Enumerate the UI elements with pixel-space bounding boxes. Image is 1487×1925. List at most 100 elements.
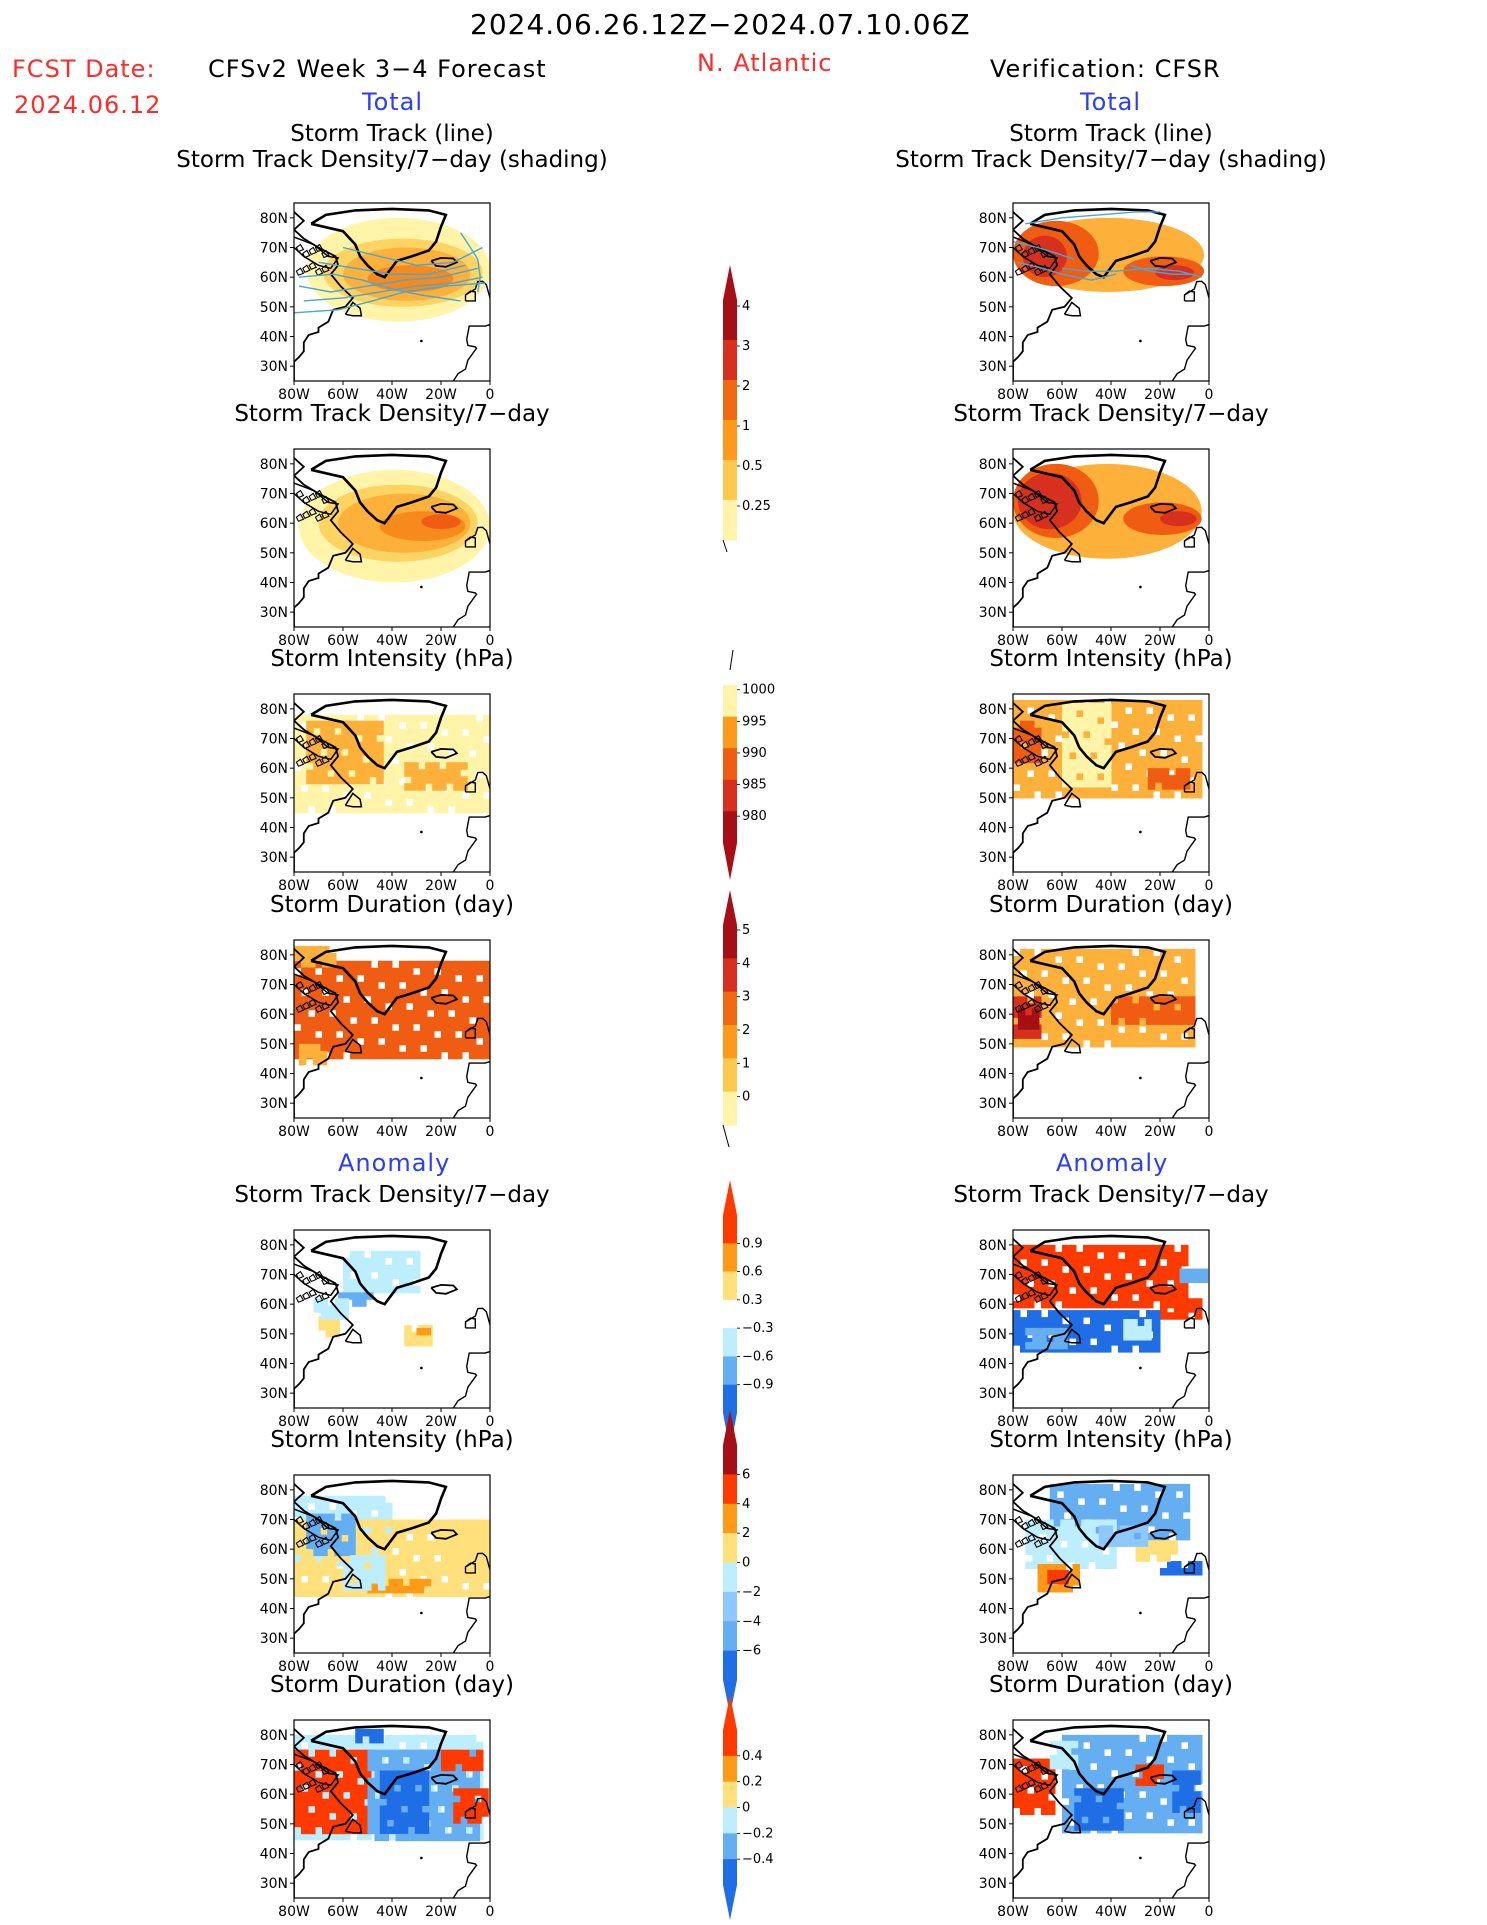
grid-cell <box>427 960 435 969</box>
grid-cell <box>348 1534 356 1543</box>
colorbar-arrow-top <box>723 890 737 925</box>
grid-cell <box>1048 1265 1056 1274</box>
north-america-coast <box>1013 1728 1074 1898</box>
ireland-coast <box>1183 1027 1195 1039</box>
grid-cell <box>374 1784 382 1793</box>
grid-cell <box>1102 1823 1110 1831</box>
grid-cell <box>448 1561 456 1569</box>
grid-cell <box>1167 1568 1175 1576</box>
lat-tick-label: 30N <box>979 359 1007 375</box>
grid-cell <box>1174 1025 1182 1034</box>
grid-cell <box>448 995 456 1004</box>
grid-cell <box>329 952 337 961</box>
fcst-date-label: FCST Date: <box>12 55 156 83</box>
grid-cell <box>1174 1762 1182 1771</box>
grid-cell <box>1046 1519 1054 1527</box>
grid-cell <box>451 1833 459 1842</box>
grid-cell <box>1160 996 1168 1004</box>
grid-cell <box>420 1547 428 1555</box>
grid-cell <box>1055 776 1063 785</box>
grid-cell <box>1195 1298 1203 1306</box>
grid-cell <box>364 1023 372 1032</box>
grid-cell <box>1055 1265 1063 1274</box>
island-coast <box>1033 1539 1043 1548</box>
grid-cell <box>378 995 386 1004</box>
grid-cell <box>411 1331 419 1340</box>
colorbar-swatch <box>723 1807 737 1834</box>
island-coast <box>1040 755 1049 764</box>
colorbar-label: 990 <box>742 746 767 761</box>
grid-cell <box>1027 1010 1035 1018</box>
grid-cell <box>1076 723 1084 732</box>
grid-cell <box>483 1016 490 1025</box>
azores-dot <box>420 1611 423 1615</box>
grid-cell <box>434 742 442 751</box>
grid-cell <box>1174 1811 1182 1820</box>
grid-cell <box>1181 762 1189 771</box>
grid-cell <box>1146 1010 1154 1018</box>
grid-cell <box>320 1513 328 1522</box>
grid-cell <box>1111 1039 1119 1048</box>
grid-cell <box>455 1002 463 1011</box>
grid-cell <box>301 1519 309 1527</box>
colorbar-swatch <box>723 1621 737 1652</box>
grid-cell <box>455 1554 463 1562</box>
grid-cell <box>1104 948 1112 957</box>
grid-cell <box>301 1016 309 1025</box>
grid-cell <box>322 1016 330 1025</box>
grid-cell <box>1041 1039 1049 1048</box>
grid-cell <box>1133 1532 1142 1541</box>
island-coast <box>302 1536 311 1545</box>
grid-cell <box>322 1777 330 1786</box>
grid-cell <box>1097 1797 1105 1806</box>
grid-cell <box>1090 779 1098 788</box>
grid-cell <box>1132 1300 1140 1309</box>
grid-cell <box>462 1009 470 1018</box>
grid-cell <box>385 777 393 786</box>
grid-cell <box>308 1554 316 1562</box>
grid-cell <box>343 1016 351 1025</box>
grid-cell <box>329 1798 337 1807</box>
grid-cell <box>301 1533 309 1541</box>
grid-cell <box>483 777 490 786</box>
grid-cell <box>1153 976 1161 985</box>
grid-cell <box>1142 1771 1150 1779</box>
grid-cell <box>1174 1755 1182 1764</box>
grid-cell <box>1041 976 1049 985</box>
grid-cell <box>341 1527 349 1536</box>
grid-cell <box>1084 1483 1093 1492</box>
grid-cell <box>395 1784 403 1793</box>
grid-cell <box>294 988 302 997</box>
lat-tick-label: 40N <box>979 1602 1007 1618</box>
grid-cell <box>1090 709 1098 718</box>
grid-cell <box>371 1037 379 1046</box>
grid-cell <box>1125 727 1133 736</box>
grid-cell <box>455 960 463 969</box>
grid-cell <box>1130 1326 1138 1334</box>
grid-cell <box>1154 1483 1163 1492</box>
grid-cell <box>462 1561 470 1569</box>
island-coast <box>1021 1276 1030 1286</box>
grid-cell <box>369 734 377 743</box>
grid-cell <box>1024 1015 1033 1023</box>
grid-cell <box>1140 1539 1149 1547</box>
lat-tick-label: 50N <box>979 300 1007 316</box>
grid-cell <box>1013 762 1021 771</box>
island-coast <box>295 1294 305 1303</box>
grid-cell <box>378 967 386 976</box>
grid-cell <box>367 1749 375 1758</box>
grid-cell <box>336 1582 344 1590</box>
grid-cell <box>1065 1585 1073 1593</box>
grid-cell <box>455 1051 463 1060</box>
grid-cell <box>1174 1734 1182 1743</box>
grid-cell <box>1069 1004 1077 1013</box>
grid-cell <box>336 1037 344 1046</box>
grid-cell <box>1188 983 1196 992</box>
grid-cell <box>334 734 342 743</box>
grid-cell <box>1133 1539 1142 1547</box>
grid-cell <box>1048 1338 1056 1346</box>
grid-cell <box>1112 1497 1121 1506</box>
grid-cell <box>1083 1244 1091 1253</box>
grid-cell <box>322 1826 330 1835</box>
grid-cell <box>1137 1333 1145 1341</box>
